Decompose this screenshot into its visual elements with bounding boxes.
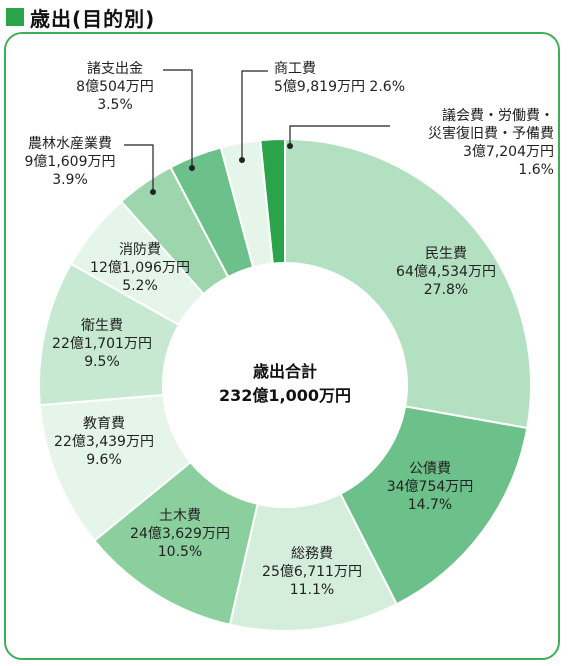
header-title: 歳出(目的別) [30,6,156,31]
header-square-icon [6,8,24,26]
slice-label-10: 議会費・労働費・災害復旧費・予備費 3億7,204万円 1.6% [428,107,554,178]
center-label: 歳出合計 232億1,000万円 [219,362,351,405]
slice-1 [339,405,529,606]
leader-line-9 [241,70,268,160]
slice-10 [259,137,286,265]
slice-label-1: 公債費 34億754万円 14.7% [387,461,474,513]
leader-line-8 [163,69,193,168]
leader-dot-7 [150,189,156,195]
slice-0 [284,137,532,430]
leader-dot-10 [287,143,293,149]
leader-line-10 [289,125,390,146]
slice-label-5: 衛生費 22億1,701万円 9.5% [52,318,152,370]
donut-hole [164,264,406,506]
slice-label-8: 諸支出金 8億504万円 3.5% [76,61,154,113]
slice-label-0: 民生費 64億4,534万円 27.8% [396,246,496,298]
slice-label-4: 教育費 22億3,439万円 9.6% [54,416,154,468]
chart-frame [4,32,560,660]
section-header: 歳出(目的別) [6,4,156,31]
slice-label-2: 総務費 25億6,711万円 11.1% [262,546,362,598]
slice-label-3: 土木費 24億3,629万円 10.5% [130,508,230,560]
leader-line-7 [124,144,154,192]
leader-dot-8 [189,165,195,171]
slice-label-9: 商工費 5億9,819万円 2.6% [274,61,405,95]
slice-label-7: 農林水産業費 9億1,609万円 3.9% [25,136,116,188]
leader-dot-9 [239,157,245,163]
slice-label-6: 消防費 12億1,096万円 5.2% [90,242,190,294]
